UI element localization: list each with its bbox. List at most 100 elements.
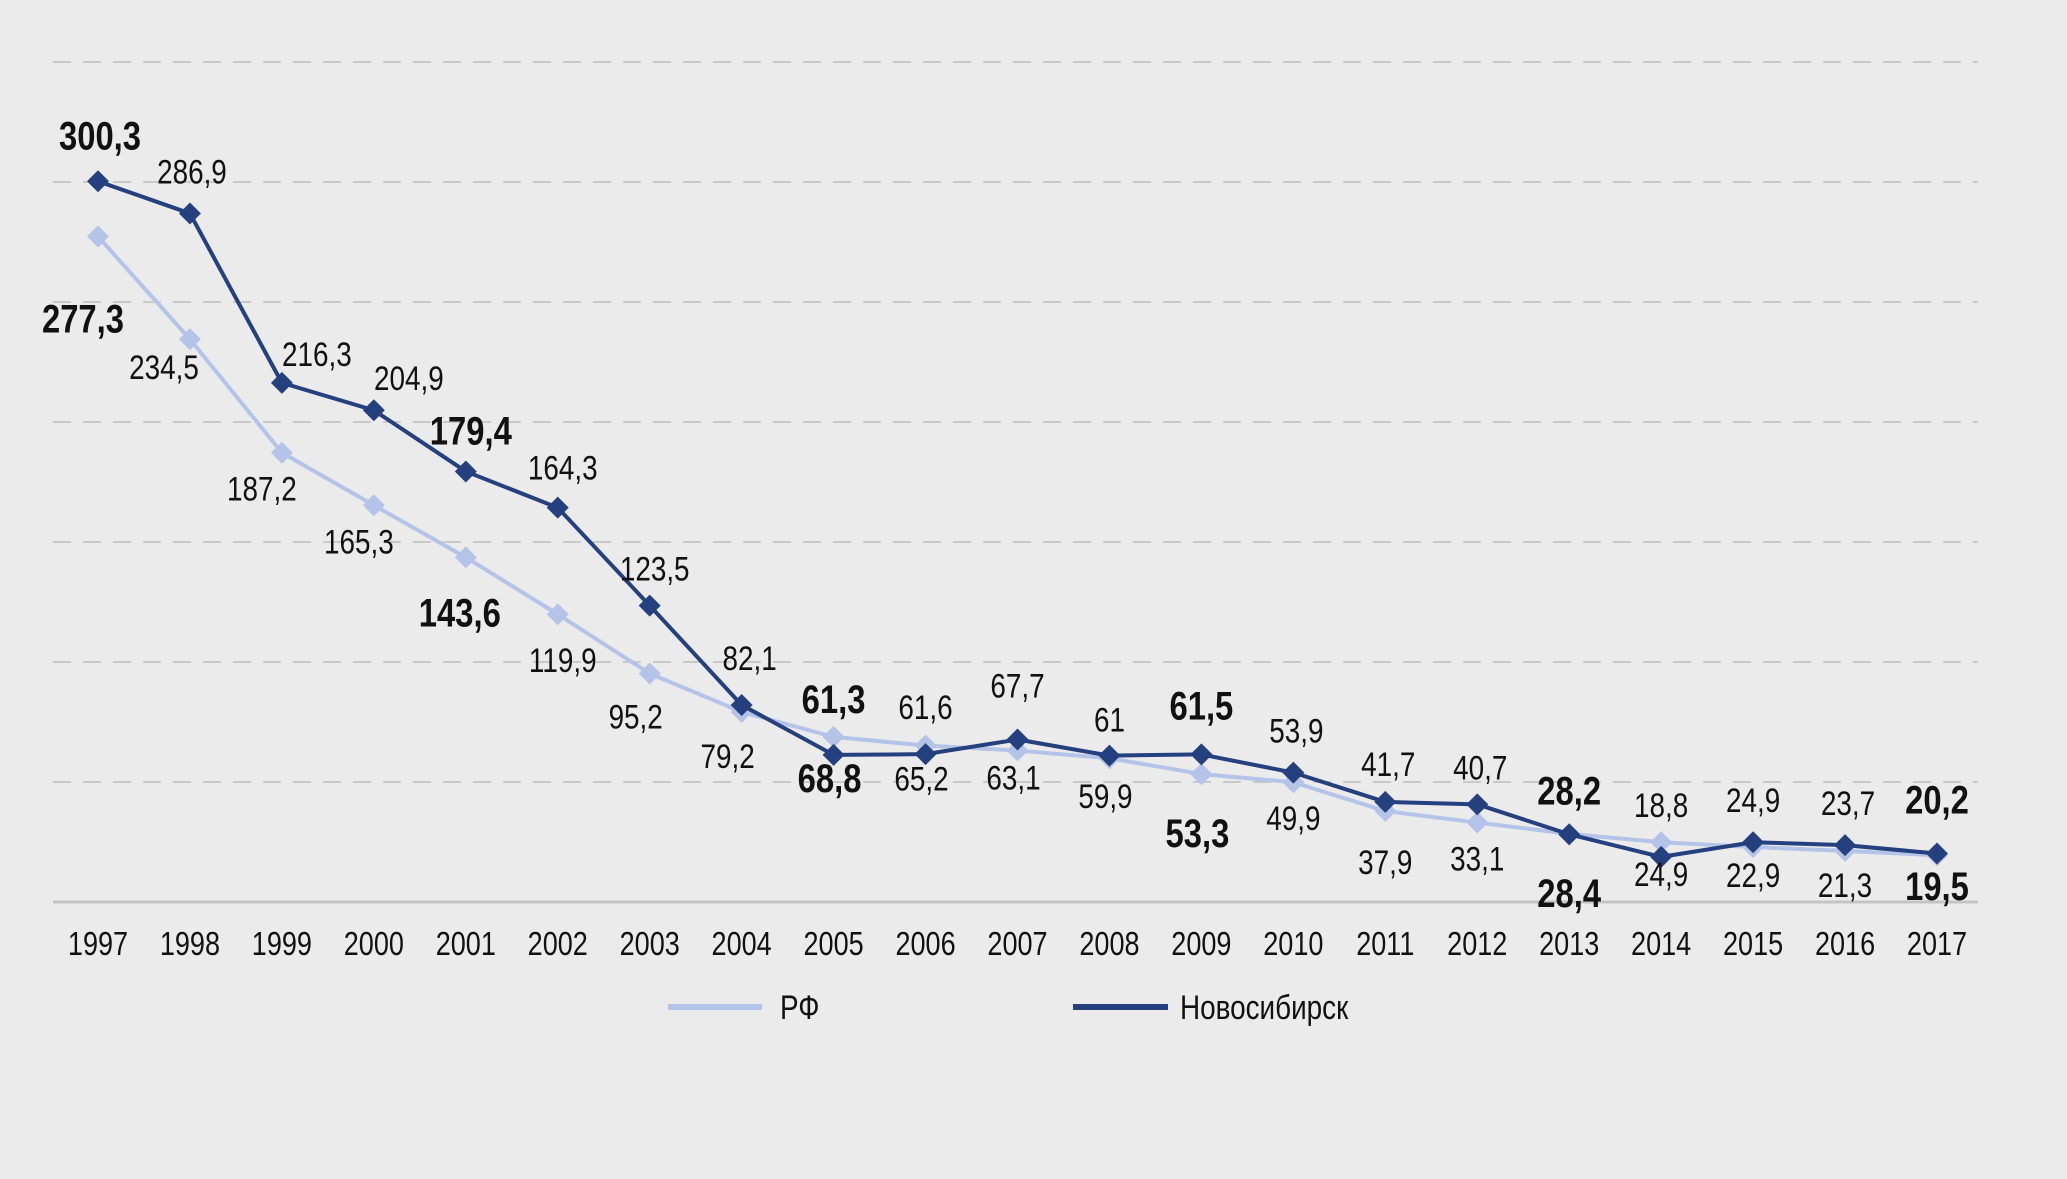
- data-point-marker: [454, 460, 477, 483]
- data-label: 61: [1094, 701, 1125, 739]
- x-tick-label: 2012: [1447, 927, 1507, 963]
- x-tick-label: 2007: [987, 927, 1047, 963]
- data-label: 53,3: [1165, 811, 1229, 856]
- data-label: 19,5: [1905, 864, 1969, 909]
- data-point-marker: [362, 399, 385, 422]
- data-point-marker: [1926, 842, 1948, 865]
- data-label: 40,7: [1453, 749, 1507, 787]
- data-point-marker: [178, 202, 201, 225]
- x-axis-tick-labels: 1997 1998 1999 2000 2001 2002 2003 2004 2005 2006…: [68, 927, 1967, 963]
- x-tick-label: 1998: [160, 927, 220, 963]
- data-label: 277,3: [42, 296, 124, 341]
- data-label: 28,4: [1537, 871, 1601, 916]
- x-tick-label: 2006: [895, 927, 955, 963]
- data-label: 82,1: [723, 639, 777, 677]
- x-tick-label: 2001: [436, 927, 496, 963]
- data-label: 164,3: [528, 449, 598, 487]
- legend-item-rf[interactable]: РФ: [668, 988, 819, 1027]
- data-label: 59,9: [1078, 778, 1132, 816]
- data-label: 21,3: [1818, 866, 1872, 904]
- data-label: 68,8: [798, 756, 862, 801]
- x-tick-label: 1999: [252, 927, 312, 963]
- x-tick-label: 2016: [1815, 927, 1875, 963]
- data-label: 28,2: [1537, 768, 1601, 813]
- data-point-marker: [546, 496, 569, 519]
- legend-label-novosibirsk: Новосибирск: [1180, 988, 1349, 1026]
- data-label: 165,3: [324, 523, 394, 561]
- data-label: 179,4: [430, 408, 513, 453]
- x-tick-label: 2013: [1539, 927, 1599, 963]
- data-label: 95,2: [609, 698, 663, 736]
- data-label: 61,6: [898, 689, 952, 727]
- x-tick-label: 2002: [528, 927, 588, 963]
- data-point-marker: [638, 662, 661, 685]
- data-label: 79,2: [701, 737, 755, 775]
- data-point-marker: [270, 371, 293, 394]
- data-point-marker: [1190, 763, 1213, 786]
- data-label: 143,6: [419, 590, 501, 635]
- data-label: 204,9: [374, 360, 444, 398]
- data-point-marker: [454, 546, 477, 569]
- data-point-marker: [1466, 793, 1489, 816]
- data-label: 119,9: [529, 642, 597, 680]
- data-point-marker: [1650, 831, 1673, 854]
- data-label: 24,9: [1726, 782, 1780, 820]
- x-tick-label: 2010: [1263, 927, 1323, 963]
- data-point-marker: [1466, 811, 1489, 834]
- x-tick-label: 2011: [1356, 927, 1414, 963]
- gridlines: [53, 61, 1978, 783]
- data-point-marker: [822, 725, 845, 748]
- data-label: 18,8: [1634, 786, 1688, 824]
- x-tick-label: 1997: [68, 927, 128, 963]
- data-point-marker: [822, 743, 845, 766]
- x-tick-label: 2000: [344, 927, 404, 963]
- data-point-marker: [87, 225, 109, 248]
- data-label: 65,2: [894, 760, 948, 798]
- data-label: 49,9: [1266, 800, 1320, 838]
- legend: РФ Новосибирск: [668, 988, 1349, 1027]
- data-point-marker: [1098, 744, 1121, 767]
- data-label: 53,9: [1269, 712, 1323, 750]
- legend-item-novosibirsk[interactable]: Новосибирск: [1073, 988, 1349, 1027]
- series-novosibirsk: [87, 170, 1948, 868]
- data-label: 37,9: [1358, 843, 1412, 881]
- x-tick-label: 2005: [804, 927, 864, 963]
- x-tick-label: 2003: [620, 927, 680, 963]
- data-label: 61,5: [1169, 683, 1233, 728]
- series-lines: [87, 170, 1948, 868]
- data-label: 23,7: [1821, 785, 1875, 823]
- data-label: 41,7: [1361, 745, 1415, 783]
- data-label: 286,9: [157, 153, 227, 191]
- data-point-marker: [1834, 834, 1857, 857]
- x-tick-label: 2014: [1631, 927, 1691, 963]
- data-point-marker: [87, 170, 109, 193]
- data-label: 300,3: [59, 113, 141, 158]
- x-tick-label: 2015: [1723, 927, 1783, 963]
- data-point-marker: [178, 328, 201, 351]
- x-tick-label: 2009: [1171, 927, 1231, 963]
- data-point-marker: [730, 693, 753, 716]
- data-point-marker: [1190, 743, 1213, 766]
- data-label: 61,3: [802, 677, 866, 722]
- data-point-marker: [270, 441, 293, 464]
- data-label: 67,7: [990, 667, 1044, 705]
- data-point-marker: [914, 743, 937, 766]
- legend-label-rf: РФ: [780, 988, 819, 1026]
- data-point-marker: [638, 594, 661, 617]
- data-point-marker: [1558, 823, 1581, 846]
- data-point-marker: [1282, 761, 1305, 784]
- x-tick-label: 2004: [712, 927, 772, 963]
- data-point-marker: [362, 494, 385, 517]
- data-label: 234,5: [129, 349, 199, 387]
- data-point-marker: [1374, 790, 1397, 813]
- data-label: 63,1: [986, 759, 1040, 797]
- data-label: 33,1: [1450, 840, 1504, 878]
- data-label: 22,9: [1726, 856, 1780, 894]
- data-point-marker: [546, 603, 569, 626]
- data-label: 24,9: [1634, 856, 1688, 894]
- data-label: 123,5: [620, 550, 690, 588]
- data-point-marker: [1006, 728, 1029, 751]
- x-tick-label: 2008: [1079, 927, 1139, 963]
